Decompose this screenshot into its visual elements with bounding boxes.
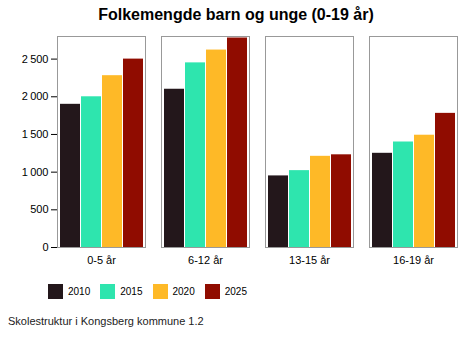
svg-text:0: 0 xyxy=(42,241,48,253)
svg-text:13-15 år: 13-15 år xyxy=(289,254,330,266)
svg-text:0-5 år: 0-5 år xyxy=(87,254,116,266)
html-text:2010: 2010 xyxy=(68,286,91,297)
html-text:Folkemengde barn og unge (0-19: Folkemengde barn og unge (0-19 år) xyxy=(98,6,374,23)
svg-text:1 500: 1 500 xyxy=(22,128,49,140)
html-text:2020: 2020 xyxy=(172,286,195,297)
svg-text:500: 500 xyxy=(30,203,48,215)
svg-text:6-12 år: 6-12 år xyxy=(188,254,223,266)
svg-text:1 000: 1 000 xyxy=(22,166,49,178)
html-text:2025: 2025 xyxy=(224,286,247,297)
svg-text:2 000: 2 000 xyxy=(22,90,49,102)
html-text:2015: 2015 xyxy=(120,286,143,297)
svg-text:16-19 år: 16-19 år xyxy=(393,254,434,266)
svg-text:2 500: 2 500 xyxy=(22,53,49,65)
html-text:Skolestruktur i Kongsberg komm: Skolestruktur i Kongsberg kommune 1.2 xyxy=(8,315,204,327)
